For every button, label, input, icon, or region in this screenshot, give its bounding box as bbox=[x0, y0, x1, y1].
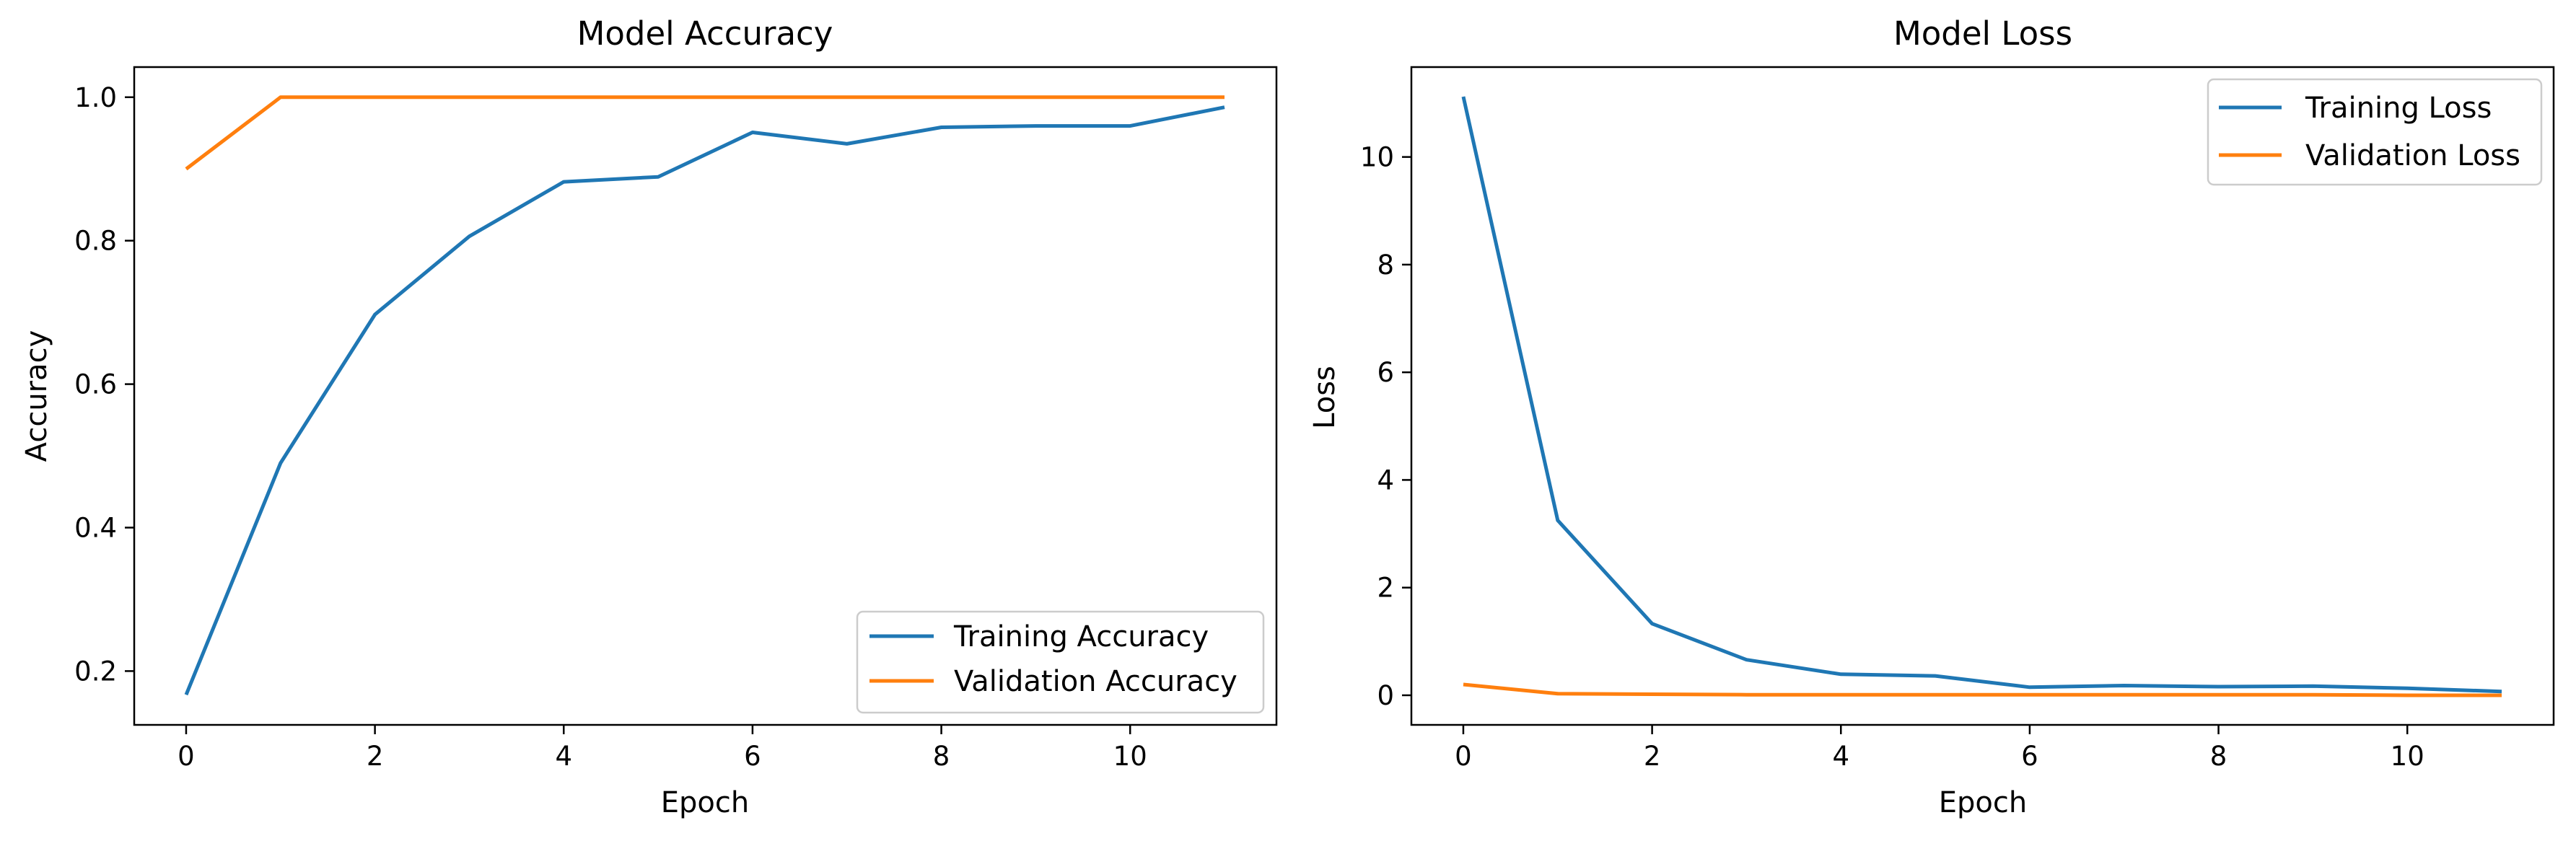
loss-y-tick-label: 6 bbox=[1377, 357, 1394, 388]
accuracy-x-axis-label: Epoch bbox=[661, 786, 749, 819]
accuracy-x-tick-label: 0 bbox=[178, 741, 195, 772]
accuracy-x-tick-label: 4 bbox=[555, 741, 572, 772]
series-line-training-accuracy bbox=[184, 105, 1225, 696]
loss-y-tick-label: 8 bbox=[1377, 250, 1394, 281]
loss-legend: Training Loss Validation Loss bbox=[2207, 78, 2543, 186]
legend-label-validation-accuracy: Validation Accuracy bbox=[954, 665, 1237, 698]
accuracy-y-tick-label: 0.2 bbox=[74, 656, 117, 687]
loss-y-tick-label: 2 bbox=[1377, 573, 1394, 604]
accuracy-y-axis-label: Accuracy bbox=[20, 330, 53, 462]
loss-y-axis: 0 2 4 6 8 10 bbox=[1360, 142, 1411, 711]
accuracy-legend: Training Accuracy Validation Accuracy bbox=[856, 610, 1265, 714]
loss-x-tick-label: 8 bbox=[2210, 741, 2227, 772]
loss-chart-title: Model Loss bbox=[1893, 14, 2072, 53]
accuracy-plot-frame bbox=[133, 66, 1278, 726]
accuracy-chart: Model Accuracy 0 2 4 6 8 10 0.2 0.4 0.6 0.8 1.0 E… bbox=[20, 14, 1278, 819]
loss-x-axis-label: Epoch bbox=[1939, 786, 2027, 819]
accuracy-x-tick-label: 6 bbox=[744, 741, 761, 772]
loss-x-tick-label: 10 bbox=[2391, 741, 2424, 772]
loss-x-tick-label: 2 bbox=[1644, 741, 1661, 772]
loss-x-tick-label: 6 bbox=[2021, 741, 2038, 772]
accuracy-y-axis: 0.2 0.4 0.6 0.8 1.0 bbox=[74, 82, 134, 687]
legend-label-training-accuracy: Training Accuracy bbox=[953, 620, 1209, 653]
accuracy-y-tick-label: 0.4 bbox=[74, 512, 117, 543]
loss-y-tick-label: 0 bbox=[1377, 680, 1394, 711]
accuracy-chart-title: Model Accuracy bbox=[577, 14, 833, 53]
accuracy-legend-box bbox=[856, 610, 1265, 714]
series-line-validation-accuracy bbox=[185, 95, 1225, 171]
accuracy-series-layer bbox=[184, 95, 1225, 696]
loss-plot-frame bbox=[1410, 66, 2555, 726]
accuracy-y-tick-label: 0.6 bbox=[74, 369, 117, 400]
accuracy-x-tick-label: 10 bbox=[1113, 741, 1147, 772]
accuracy-x-tick-label: 8 bbox=[933, 741, 950, 772]
legend-label-training-loss: Training Loss bbox=[2305, 92, 2492, 125]
accuracy-x-axis: 0 2 4 6 8 10 bbox=[178, 725, 1147, 772]
loss-y-tick-label: 10 bbox=[1360, 142, 1394, 173]
legend-label-validation-loss: Validation Loss bbox=[2305, 139, 2520, 172]
loss-x-axis: 0 2 4 6 8 10 bbox=[1455, 725, 2424, 772]
loss-chart: Model Loss 0 2 4 6 8 10 0 2 4 6 8 10 Epoch Loss Tr… bbox=[1308, 14, 2555, 819]
series-line-training-loss bbox=[1461, 96, 2502, 694]
loss-y-axis-label: Loss bbox=[1308, 366, 1341, 429]
loss-series-layer bbox=[1461, 96, 2502, 697]
loss-x-tick-label: 0 bbox=[1455, 741, 1472, 772]
series-line-validation-loss bbox=[1463, 682, 2502, 697]
loss-x-tick-label: 4 bbox=[1832, 741, 1849, 772]
accuracy-y-tick-label: 1.0 bbox=[74, 82, 117, 113]
loss-legend-box bbox=[2207, 78, 2543, 186]
accuracy-x-tick-label: 2 bbox=[367, 741, 384, 772]
loss-y-tick-label: 4 bbox=[1377, 464, 1394, 496]
accuracy-y-tick-label: 0.8 bbox=[74, 226, 117, 257]
